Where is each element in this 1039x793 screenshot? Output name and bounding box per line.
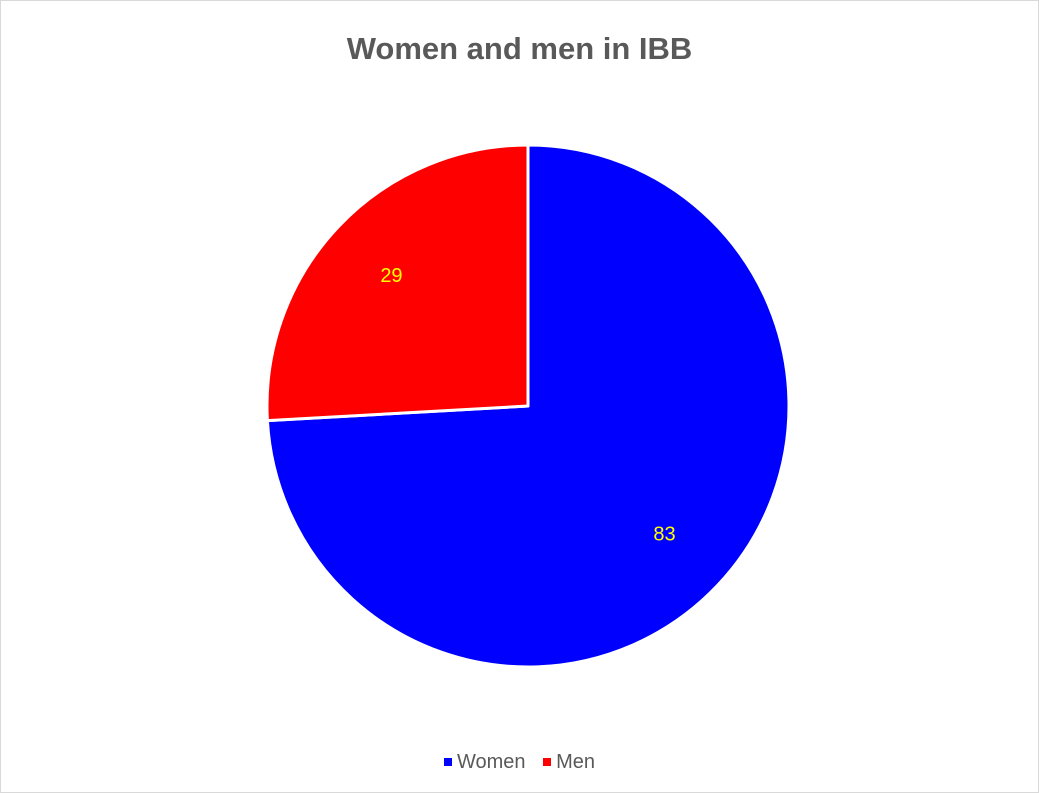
legend-label-men: Men [556, 750, 595, 773]
legend-item-women: Women [443, 750, 526, 774]
legend: Women Men [1, 749, 1038, 774]
data-label-men: 29 [380, 265, 402, 287]
pie-slice-men [265, 143, 530, 423]
legend-label-women: Women [456, 750, 526, 773]
legend-swatch-men [543, 758, 552, 766]
legend-item-men: Men [543, 751, 595, 774]
chart-title: Women and men in IBB [346, 31, 693, 66]
data-label-women: 83 [653, 523, 675, 545]
legend-swatch-women [443, 758, 452, 766]
